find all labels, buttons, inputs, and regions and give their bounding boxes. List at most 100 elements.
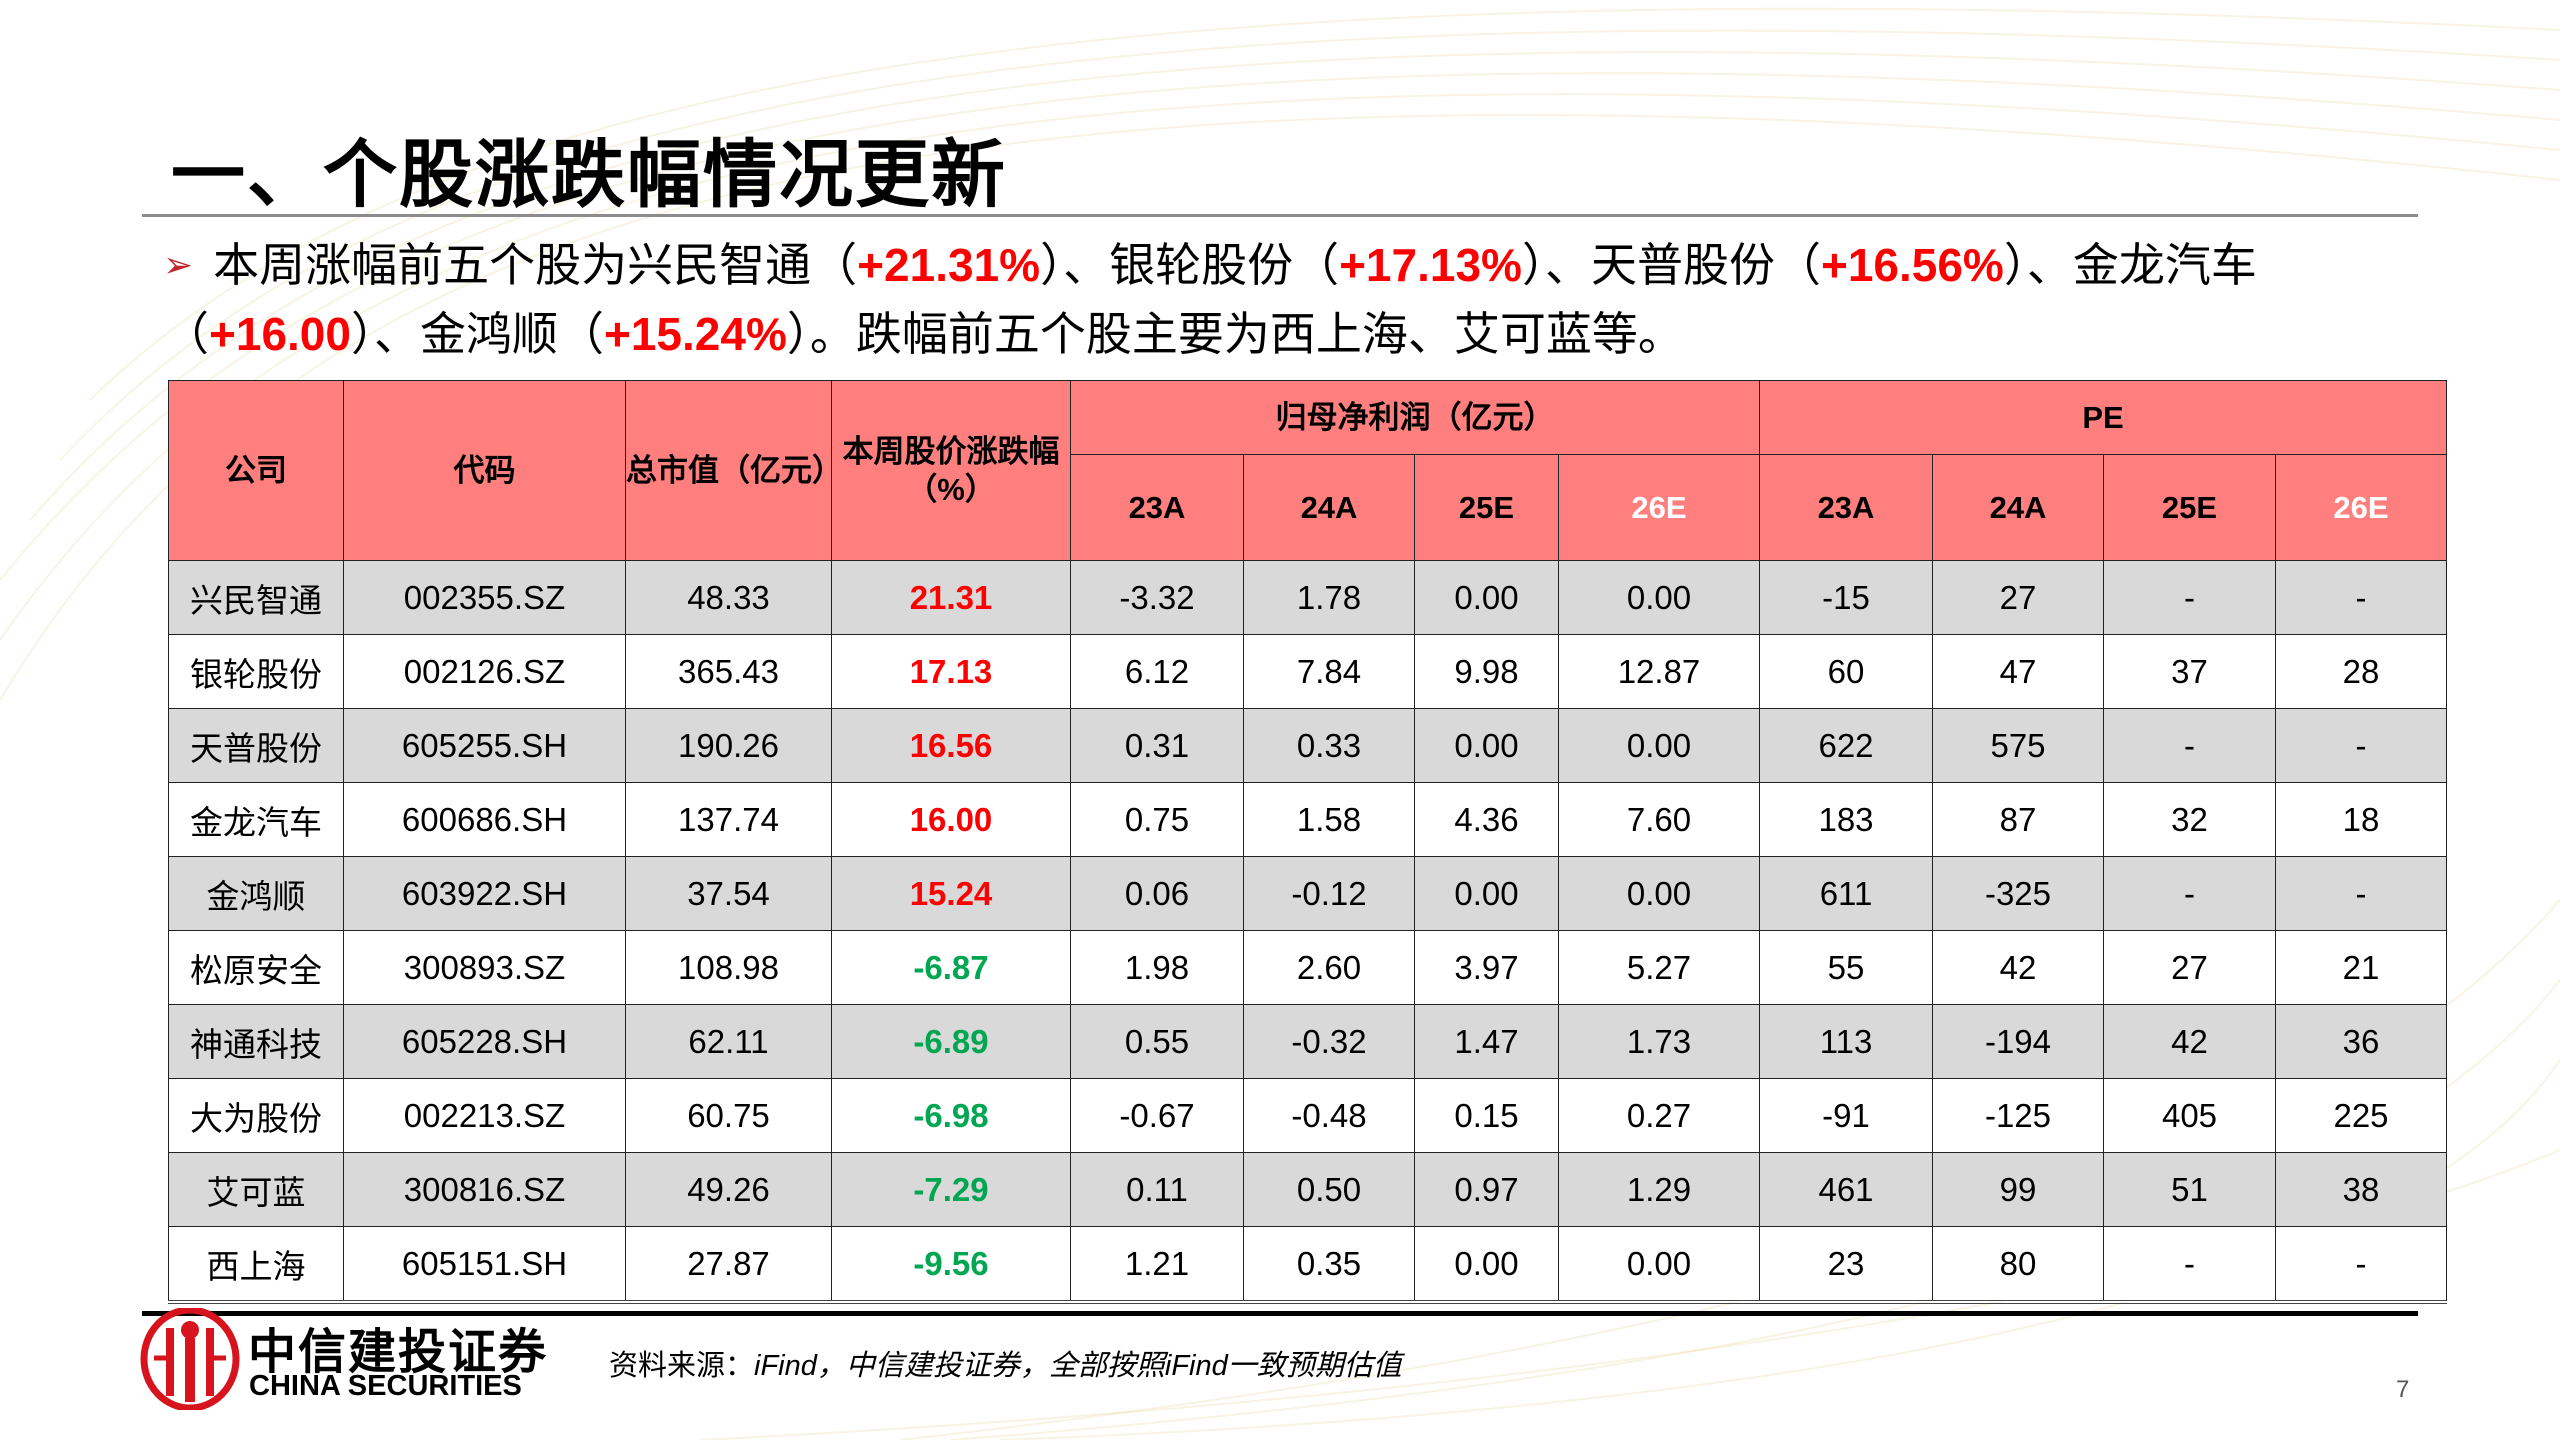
- net-profit-cell: 0.31: [1070, 708, 1244, 783]
- summary-text: ）、天普股份（: [1521, 239, 1821, 291]
- net-profit-cell: 0.00: [1558, 560, 1760, 635]
- table-row: 银轮股份 002126.SZ 365.43 17.13 6.12 7.84 9.98 12.8…: [168, 634, 2447, 709]
- net-profit-cell: 0.33: [1243, 708, 1415, 783]
- header-weekly-change: 本周股价涨跌幅（%）: [831, 380, 1071, 561]
- pe-cell: 32: [2103, 782, 2276, 857]
- net-profit-cell: -0.48: [1243, 1078, 1415, 1153]
- source-label: 资料来源：: [609, 1350, 755, 1382]
- header-year: 23A: [1759, 454, 1933, 561]
- net-profit-cell: 0.06: [1070, 856, 1244, 931]
- change-cell: -7.29: [831, 1152, 1071, 1227]
- net-profit-cell: 4.36: [1414, 782, 1559, 857]
- pe-cell: 461: [1759, 1152, 1933, 1227]
- header-year: 26E: [1558, 454, 1760, 561]
- table-row: 松原安全 300893.SZ 108.98 -6.87 1.98 2.60 3.97 5.27…: [168, 930, 2447, 1005]
- page-number: 7: [2396, 1376, 2410, 1403]
- code-cell: 002213.SZ: [343, 1078, 626, 1153]
- net-profit-cell: 7.84: [1243, 634, 1415, 709]
- net-profit-cell: 0.27: [1558, 1078, 1760, 1153]
- arrow-right-icon: ➢: [163, 244, 194, 285]
- company-cell: 神通科技: [168, 1004, 344, 1079]
- header-year: 25E: [2103, 454, 2276, 561]
- summary-value: +16.56%: [1820, 239, 2004, 291]
- company-cell: 金龙汽车: [168, 782, 344, 857]
- pe-cell: -: [2275, 1226, 2447, 1303]
- change-cell: -9.56: [831, 1226, 1071, 1303]
- net-profit-cell: 0.00: [1414, 856, 1559, 931]
- net-profit-cell: 1.21: [1070, 1226, 1244, 1303]
- market-cap-cell: 49.26: [625, 1152, 832, 1227]
- net-profit-cell: -0.67: [1070, 1078, 1244, 1153]
- china-securities-logo: [140, 1308, 240, 1410]
- market-cap-cell: 48.33: [625, 560, 832, 635]
- summary-text: ）、金龙汽车（: [163, 239, 2257, 360]
- logo-text-en: CHINA SECURITIES: [249, 1370, 522, 1402]
- change-cell: -6.87: [831, 930, 1071, 1005]
- pe-cell: -15: [1759, 560, 1933, 635]
- pe-cell: 23: [1759, 1226, 1933, 1303]
- summary-text: ）、银轮股份（: [1040, 239, 1340, 291]
- pe-cell: -91: [1759, 1078, 1933, 1153]
- pe-cell: 80: [1932, 1226, 2104, 1303]
- net-profit-cell: 0.00: [1558, 1226, 1760, 1303]
- pe-cell: 47: [1932, 634, 2104, 709]
- table-row: 兴民智通 002355.SZ 48.33 21.31 -3.32 1.78 0.00 0.00…: [168, 560, 2447, 635]
- change-cell: 21.31: [831, 560, 1071, 635]
- net-profit-cell: 1.58: [1243, 782, 1415, 857]
- company-cell: 兴民智通: [168, 560, 344, 635]
- code-cell: 600686.SH: [343, 782, 626, 857]
- change-cell: 16.00: [831, 782, 1071, 857]
- header-year: 24A: [1243, 454, 1415, 561]
- net-profit-cell: 1.47: [1414, 1004, 1559, 1079]
- net-profit-cell: 0.11: [1070, 1152, 1244, 1227]
- pe-cell: -194: [1932, 1004, 2104, 1079]
- pe-cell: 38: [2275, 1152, 2447, 1227]
- pe-cell: -: [2103, 708, 2276, 783]
- pe-cell: 99: [1932, 1152, 2104, 1227]
- code-cell: 605228.SH: [343, 1004, 626, 1079]
- header-pe: PE: [1759, 380, 2447, 455]
- net-profit-cell: 1.78: [1243, 560, 1415, 635]
- pe-cell: 575: [1932, 708, 2104, 783]
- source-text: iFind，中信建投证券，全部按照iFind一致预期估值: [754, 1350, 1402, 1382]
- company-cell: 大为股份: [168, 1078, 344, 1153]
- net-profit-cell: 0.00: [1558, 856, 1760, 931]
- pe-cell: 611: [1759, 856, 1933, 931]
- net-profit-cell: 0.97: [1414, 1152, 1559, 1227]
- market-cap-cell: 137.74: [625, 782, 832, 857]
- market-cap-cell: 108.98: [625, 930, 832, 1005]
- pe-cell: 622: [1759, 708, 1933, 783]
- market-cap-cell: 62.11: [625, 1004, 832, 1079]
- table-row: 艾可蓝 300816.SZ 49.26 -7.29 0.11 0.50 0.97 1.29 46…: [168, 1152, 2447, 1227]
- net-profit-cell: 1.73: [1558, 1004, 1760, 1079]
- net-profit-cell: -0.32: [1243, 1004, 1415, 1079]
- pe-cell: 21: [2275, 930, 2447, 1005]
- header-market-cap: 总市值（亿元）: [625, 380, 843, 561]
- market-cap-cell: 27.87: [625, 1226, 832, 1303]
- net-profit-cell: 5.27: [1558, 930, 1760, 1005]
- market-cap-cell: 190.26: [625, 708, 832, 783]
- net-profit-cell: 12.87: [1558, 634, 1760, 709]
- summary-text: 本周涨幅前五个股为兴民智通（: [213, 239, 858, 291]
- net-profit-cell: 0.00: [1414, 560, 1559, 635]
- table-row: 西上海 605151.SH 27.87 -9.56 1.21 0.35 0.00 0.00 23…: [168, 1226, 2447, 1303]
- table-row: 天普股份 605255.SH 190.26 16.56 0.31 0.33 0.00 0.00…: [168, 708, 2447, 783]
- change-cell: 15.24: [831, 856, 1071, 931]
- code-cell: 300816.SZ: [343, 1152, 626, 1227]
- net-profit-cell: 0.75: [1070, 782, 1244, 857]
- pe-cell: 27: [1932, 560, 2104, 635]
- pe-cell: -125: [1932, 1078, 2104, 1153]
- stock-table: 公司 代码 总市值（亿元） 本周股价涨跌幅（%） 归母净利润（亿元） PE 23…: [168, 380, 2447, 1304]
- net-profit-cell: 6.12: [1070, 634, 1244, 709]
- pe-cell: -: [2103, 560, 2276, 635]
- pe-cell: 87: [1932, 782, 2104, 857]
- pe-cell: 113: [1759, 1004, 1933, 1079]
- pe-cell: 55: [1759, 930, 1933, 1005]
- pe-cell: 37: [2103, 634, 2276, 709]
- net-profit-cell: 0.55: [1070, 1004, 1244, 1079]
- code-cell: 002126.SZ: [343, 634, 626, 709]
- source-note: 资料来源：iFind，中信建投证券，全部按照iFind一致预期估值: [609, 1342, 1402, 1384]
- pe-cell: 42: [2103, 1004, 2276, 1079]
- pe-cell: 225: [2275, 1078, 2447, 1153]
- pe-cell: 42: [1932, 930, 2104, 1005]
